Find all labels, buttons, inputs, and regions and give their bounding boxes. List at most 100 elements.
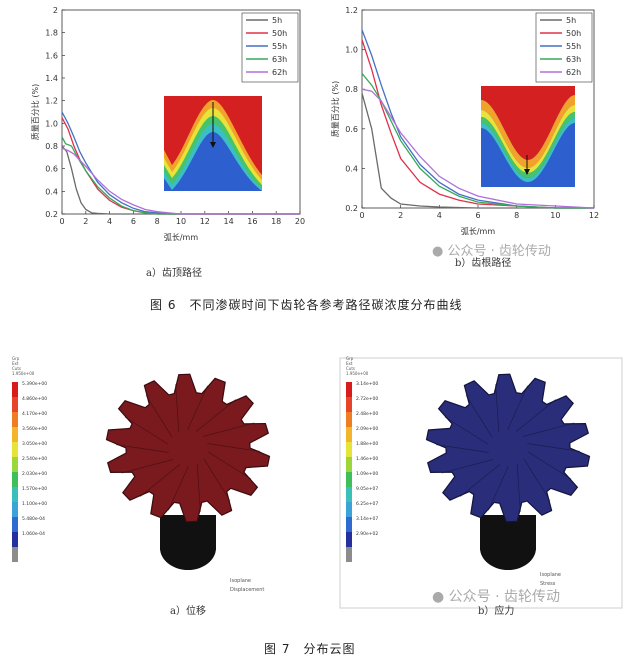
gear-displacement-image (105, 373, 271, 570)
x-tick-label: 0 (59, 217, 64, 226)
legend-header-text: Grp (346, 356, 354, 361)
gear-tooth-edge (441, 459, 493, 474)
inset-tooth-root-image (481, 86, 575, 187)
gear-tooth-edge (203, 422, 255, 437)
chart-a: 0 2 4 6 8 10 12 14 16 18 20 0.2 0.4 0.6 0.8 1.0 1.2 1.4 1.… (30, 6, 305, 242)
gear-tooth-edge (527, 443, 580, 452)
series-line-5h (361, 93, 594, 209)
gear-tooth-edge (465, 395, 493, 438)
gear-tooth-edge (203, 458, 231, 501)
series-line-62h (361, 88, 595, 209)
figure6-title: 图 6 不同渗碳时间下齿轮各参考路径碳浓度分布曲线 (150, 298, 463, 312)
gear-tooth-edge (121, 459, 173, 474)
legend-value-label: 2.540e+00 (22, 456, 47, 462)
legend-color-band (12, 457, 18, 472)
gear-tooth-edge (207, 451, 252, 480)
series-line-63h (361, 72, 594, 209)
gear-tooth-edge (436, 444, 489, 453)
legend-value-label: 1.09e+00 (356, 471, 378, 477)
legend-header-text: 1.950e+00 (346, 371, 369, 376)
legend-label: 50h (272, 29, 287, 38)
legend-color-band (12, 487, 18, 502)
legend-color-band (12, 412, 18, 427)
legend-color-band (346, 442, 352, 457)
gear-tooth-edge (196, 463, 201, 512)
legend-label: 5h (272, 16, 282, 25)
gear-tooth-edge (516, 463, 521, 512)
right-foot-1: Isoplane (540, 572, 561, 578)
x-tick-label: 2 (83, 217, 88, 226)
legend-color-band (12, 547, 18, 562)
y-tick-label: 0.8 (345, 85, 358, 94)
legend-color-band (346, 412, 352, 427)
x-tick-label: 12 (589, 211, 599, 220)
x-tick-label: 4 (107, 217, 112, 226)
legend-value-label: 3.050e+00 (22, 441, 47, 447)
legend-header-text: Ext (12, 361, 19, 366)
x-tick-label: 10 (550, 211, 560, 220)
legend-label: 55h (272, 42, 287, 51)
gear-stress-image (425, 373, 591, 570)
right-foot-2: Stress (540, 581, 556, 587)
gear-tooth-edge (207, 443, 260, 452)
legend-color-band (12, 502, 18, 517)
gear-tooth-edge (124, 416, 169, 445)
caption-a-top: a）齿顶路径 (146, 268, 202, 279)
legend-header-text: Ext (346, 361, 353, 366)
legend-color-band (12, 532, 18, 547)
x-tick-label: 2 (398, 211, 403, 220)
gear-tooth-edge (140, 464, 181, 497)
legend-value-label: 2.90e+02 (356, 531, 378, 537)
series-line-62h (61, 147, 300, 215)
y-tick-label: 0.2 (45, 210, 58, 219)
gear-tooth-edge (523, 458, 551, 501)
legend-value-label: 1.570e+00 (22, 486, 47, 492)
y-tick-label: 1.8 (45, 29, 58, 38)
legend-value-label: 1.100e+00 (22, 501, 47, 507)
legend-color-band (346, 427, 352, 442)
y-tick-label: 1.4 (45, 74, 58, 83)
legend-label: 62h (566, 68, 581, 77)
legend-color-band (346, 532, 352, 547)
legend-box (241, 12, 299, 83)
legend-header-text: Grp (12, 356, 20, 361)
gear-tooth-edge (527, 451, 572, 480)
figure7-title: 图 7 分布云图 (264, 642, 356, 656)
y-tick-label: 1.6 (45, 51, 58, 60)
gear-tooth-edge (495, 384, 500, 433)
gear-tooth-edge (187, 385, 208, 431)
gear-tooth-edge (507, 385, 528, 431)
legend-value-label: 6.25e+07 (356, 501, 378, 507)
caption-b-bottom: b）应力 (478, 606, 515, 617)
y-tick-label: 0.8 (45, 142, 58, 151)
top-figure: 0 2 4 6 8 10 12 14 16 18 200.20.40.60.81.01.21.41.… (30, 6, 599, 242)
x-tick-label: 16 (247, 217, 257, 226)
legend-color-band (346, 457, 352, 472)
gear-tooth-edge (168, 465, 189, 511)
legend-value-label: 9.05e+07 (356, 486, 378, 492)
x-tick-label: 14 (224, 217, 234, 226)
x-tick-label: 4 (437, 211, 442, 220)
x-tick-label: 10 (176, 217, 186, 226)
legend-color-band (346, 502, 352, 517)
legend-value-label: 4.170e+00 (22, 411, 47, 417)
caption-a-bottom: a）位移 (170, 606, 206, 617)
legend-value-label: 1.46e+00 (356, 456, 378, 462)
y-tick-label: 0.6 (345, 125, 358, 134)
legend-header-text: 1.950e+00 (12, 371, 35, 376)
y-axis-label: 质量百分比 (%) (30, 84, 40, 140)
legend-color-band (346, 487, 352, 502)
gear-tooth-edge (488, 465, 509, 511)
legend-color-band (12, 427, 18, 442)
legend-label: 63h (272, 55, 287, 64)
legend-value-label: 2.09e+00 (356, 426, 378, 432)
y-tick-label: 0.4 (45, 187, 58, 196)
legend-label: 5h (566, 16, 576, 25)
legend-label: 50h (566, 29, 581, 38)
bottom-figure: GrpExtCuts1.950e+005.390e+004.860e+004.1… (12, 356, 623, 609)
y-tick-label: 1.2 (345, 6, 358, 15)
legend-color-band (12, 442, 18, 457)
wechat-icon: ● (432, 589, 445, 605)
